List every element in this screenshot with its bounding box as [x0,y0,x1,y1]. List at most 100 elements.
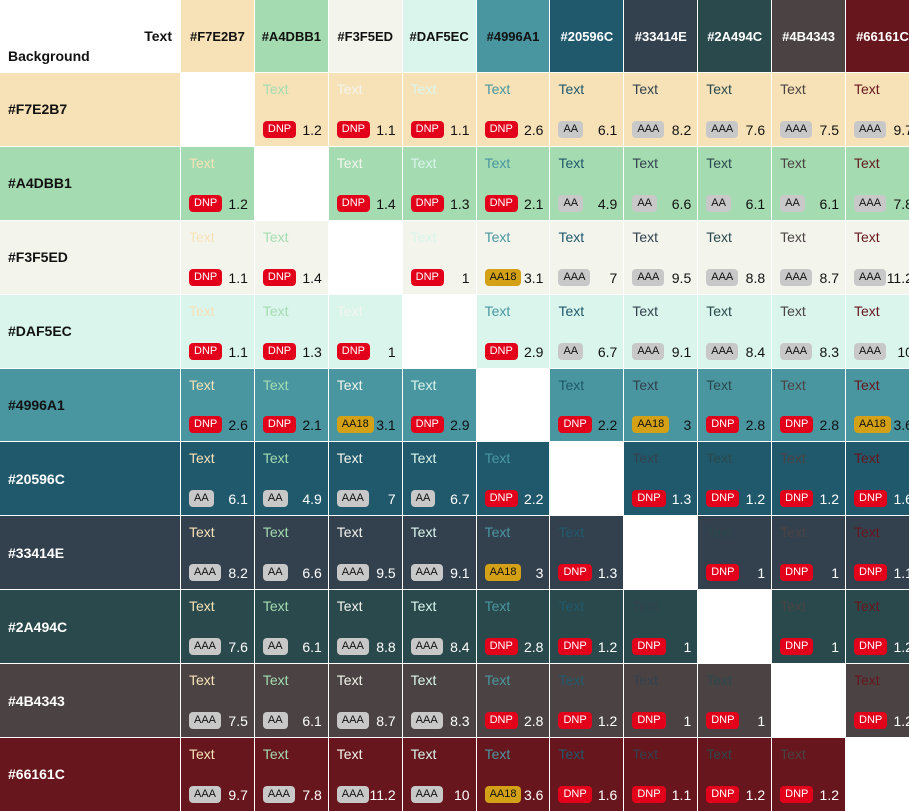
contrast-cell: Text DNP 1.4 [254,220,328,294]
contrast-cell: Text DNP 2.8 [772,368,846,442]
grade-badge: DNP [706,564,740,582]
contrast-cell: Text DNP 1.1 [846,516,909,590]
contrast-ratio: 6.7 [597,343,618,360]
grade-badge: DNP [854,638,888,656]
background-axis-label: Background [8,48,90,64]
contrast-ratio: 1 [831,639,840,656]
contrast-ratio: 1.3 [450,195,470,212]
contrast-cell: Text AAA 7.6 [181,590,254,664]
sample-text: Text [336,672,363,689]
grade-badge: AAA [336,638,369,656]
grade-badge: DNP [632,712,666,730]
contrast-cell: Text DNP 2.6 [181,368,254,442]
column-header: #F7E2B7 [181,0,254,72]
grade-badge: AAA [189,564,222,582]
grade-badge: AAA [189,785,222,803]
grade-badge: DNP [558,785,592,803]
contrast-ratio: 8.8 [745,269,766,286]
grade-badge: DNP [262,120,297,138]
sample-text: Text [706,228,732,245]
grade-badge: DNP [410,194,444,212]
contrast-cell: Text DNP 1.1 [181,220,254,294]
contrast-cell: Text DNP 2.8 [698,368,772,442]
column-header: #2A494C [698,0,772,72]
contrast-cell: Text AA 6.1 [254,590,328,664]
sample-text: Text [558,228,585,245]
contrast-cell: Text AA 6.1 [181,442,254,516]
grade-badge: DNP [780,564,814,582]
grade-badge: DNP [336,342,371,360]
contrast-cell: Text DNP 2.9 [476,294,550,368]
grade-badge: DNP [484,194,518,212]
grade-badge: AA18 [336,416,374,434]
contrast-ratio: 3.1 [376,417,396,434]
contrast-ratio: 2.9 [523,343,544,360]
sample-text: Text [189,524,215,541]
contrast-ratio: 8.4 [745,343,766,360]
contrast-cell: Text DNP 2.1 [254,368,328,442]
grade-badge: AA [262,712,288,730]
contrast-cell: Text AA18 3 [476,516,550,590]
contrast-ratio: 8.3 [819,343,840,360]
grade-badge: DNP [410,268,444,286]
sample-text: Text [410,228,437,245]
diagonal-cell [846,738,909,811]
grade-badge: AAA [854,342,887,360]
sample-text: Text [632,376,659,393]
sample-text: Text [706,154,732,171]
contrast-cell: Text DNP 1.2 [772,442,846,516]
contrast-cell: Text DNP 1 [772,590,846,664]
grade-badge: AAA [189,712,222,730]
contrast-cell: Text AA18 3.1 [476,220,550,294]
column-header: #4B4343 [772,0,846,72]
contrast-ratio: 6.1 [819,195,840,212]
grade-badge: AAA [706,120,739,138]
grade-badge: DNP [632,490,666,508]
grade-badge: DNP [484,490,518,508]
sample-text: Text [854,598,880,615]
contrast-ratio: 2.9 [450,417,470,434]
sample-text: Text [189,376,215,393]
sample-text: Text [189,598,215,615]
grade-badge: DNP [262,268,297,286]
sample-text: Text [558,81,585,97]
contrast-ratio: 9.7 [228,786,248,803]
sample-text: Text [558,524,585,541]
column-header: #33414E [624,0,698,72]
grade-badge: DNP [189,268,223,286]
contrast-cell: Text AAA 9.7 [181,738,254,811]
contrast-ratio: 6.1 [597,121,618,138]
diagonal-cell [624,516,698,590]
grade-badge: AAA [632,268,665,286]
grade-badge: AAA [410,638,443,656]
grade-badge: DNP [262,416,297,434]
text-axis-label: Text [144,28,172,44]
contrast-cell: Text AA 6.1 [772,146,846,220]
contrast-cell: Text DNP 1.2 [698,738,772,811]
contrast-cell: Text AAA 7 [550,220,624,294]
sample-text: Text [706,376,732,393]
sample-text: Text [780,154,806,171]
contrast-cell: Text DNP 1 [624,590,698,664]
contrast-ratio: 7 [609,269,618,286]
contrast-ratio: 10 [897,343,909,360]
contrast-ratio: 6.6 [671,195,692,212]
diagonal-cell [402,294,476,368]
sample-text: Text [410,672,437,689]
grade-badge: DNP [189,194,223,212]
sample-text: Text [558,672,585,689]
contrast-ratio: 7.6 [745,121,766,138]
contrast-cell: Text DNP 2.6 [476,73,550,146]
row-header: #4B4343 [0,664,180,738]
contrast-cell: Text AAA 8.2 [624,73,698,146]
sample-text: Text [632,672,659,689]
sample-text: Text [558,376,585,393]
contrast-cell: Text AAA 7.6 [698,73,772,146]
grade-badge: AAA [780,120,813,138]
contrast-ratio: 1.6 [893,491,909,508]
sample-text: Text [780,746,806,763]
sample-text: Text [558,746,585,763]
contrast-ratio: 1.2 [228,195,248,212]
contrast-ratio: 6.1 [302,639,322,656]
